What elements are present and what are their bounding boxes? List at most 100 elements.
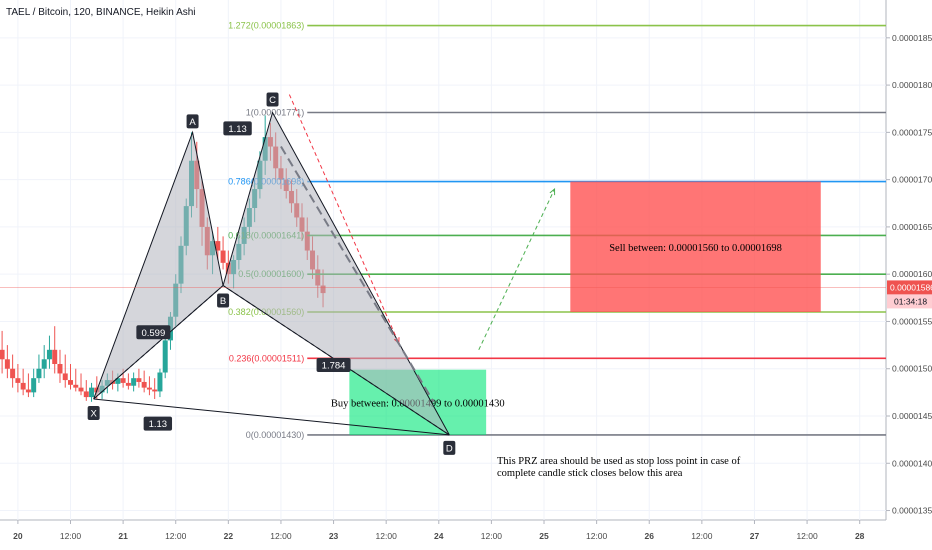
candle-body xyxy=(20,382,26,390)
fib-level-label: 0.236(0.00001511) xyxy=(229,353,304,363)
candle-body xyxy=(89,387,95,398)
x-tick-label: 20 xyxy=(13,531,23,541)
note-line-1: This PRZ area should be used as stop los… xyxy=(497,456,741,467)
pattern-xab-triangle xyxy=(93,130,224,400)
ratio-bcd-label-bg xyxy=(316,357,351,372)
candle-body xyxy=(36,368,42,379)
point-x-label: X xyxy=(90,408,97,419)
price-badge-bg xyxy=(887,280,932,295)
fib-level-label: 1.272(0.00001863) xyxy=(228,21,304,31)
x-tick-label: 24 xyxy=(434,531,444,541)
candle-body xyxy=(46,349,52,360)
fib-level-label: 1(0.00001771) xyxy=(246,108,305,118)
candle-body xyxy=(157,372,163,392)
candle-body xyxy=(62,373,68,381)
x-tick-label: 21 xyxy=(118,531,128,541)
bullish-projection-arrow xyxy=(478,188,555,351)
x-tick-label: 12:00 xyxy=(481,531,503,541)
candle-body xyxy=(136,378,142,382)
x-tick-label: 12:00 xyxy=(376,531,398,541)
point-d-label-bg xyxy=(443,440,456,455)
candle-body xyxy=(31,378,37,393)
x-tick-label: 12:00 xyxy=(165,531,187,541)
ratio-bcd-label: 1.784 xyxy=(322,360,346,371)
fib-level-label: 0(0.00001430) xyxy=(246,430,305,440)
bearish-projection-arrow xyxy=(288,94,400,344)
ratio-xad-label: 1.13 xyxy=(149,419,168,430)
x-tick-label: 12:00 xyxy=(691,531,713,541)
note-line-2: complete candle stick closes below this … xyxy=(497,468,683,479)
candle-body xyxy=(115,378,121,384)
candle-body xyxy=(57,364,63,374)
x-tick-label: 23 xyxy=(329,531,339,541)
candle-body xyxy=(10,368,16,379)
sell-zone xyxy=(570,181,821,312)
candle-body xyxy=(0,349,5,360)
point-x-label-bg xyxy=(87,405,100,420)
point-b-label: B xyxy=(220,296,226,307)
candle-body xyxy=(41,359,47,369)
y-tick-label: 0.00001350 xyxy=(892,506,932,516)
x-tick-label: 26 xyxy=(645,531,655,541)
point-a-label: A xyxy=(189,117,196,128)
x-tick-label: 22 xyxy=(224,531,234,541)
candle-body xyxy=(52,349,58,364)
chart-title: TAEL / Bitcoin, 120, BINANCE, Heikin Ash… xyxy=(6,7,196,18)
point-c-label: C xyxy=(269,95,276,106)
point-a-label-bg xyxy=(186,114,199,129)
candle-body xyxy=(215,241,221,251)
candle-body xyxy=(152,389,158,392)
sell-zone-label: Sell between: 0.00001560 to 0.00001698 xyxy=(609,243,782,254)
x-tick-label: 12:00 xyxy=(796,531,818,541)
candle-body xyxy=(125,382,131,386)
ratio-abc-label: 1.13 xyxy=(228,124,247,135)
candle-body xyxy=(73,384,79,388)
x-tick-label: 12:00 xyxy=(270,531,292,541)
price-badge-value: 0.00001586 xyxy=(890,282,932,292)
candle-body xyxy=(15,378,21,383)
candle-body xyxy=(220,250,226,263)
candle-body xyxy=(25,389,31,393)
candle-body xyxy=(131,378,137,386)
cd-projection-line xyxy=(280,146,435,403)
pattern-xd-leg xyxy=(93,398,450,436)
price-timer-value: 01:34:18 xyxy=(894,296,927,306)
ratio-xad-label-bg xyxy=(143,416,173,431)
price-timer-bg xyxy=(887,294,932,309)
ratio-abc-label-bg xyxy=(223,121,252,136)
point-c-label-bg xyxy=(266,92,279,107)
point-d-label: D xyxy=(446,443,453,454)
point-b-label-bg xyxy=(217,293,230,308)
candle-body xyxy=(83,391,89,398)
candle-body xyxy=(146,387,152,390)
x-tick-label: 25 xyxy=(539,531,549,541)
x-tick-label: 27 xyxy=(750,531,760,541)
candle-body xyxy=(162,340,168,373)
candle-body xyxy=(78,387,84,392)
candle-body xyxy=(4,359,10,369)
bullish-projection-arrow-head xyxy=(549,188,556,196)
candle-body xyxy=(68,380,74,385)
x-tick-label: 12:00 xyxy=(586,531,608,541)
x-tick-label: 28 xyxy=(855,531,865,541)
candle-body xyxy=(120,378,126,383)
candle-body xyxy=(141,381,147,388)
harmonic-pattern: X A B C D 0.599 1.13 1.784 1.13 xyxy=(87,92,556,455)
x-tick-label: 12:00 xyxy=(60,531,82,541)
ratio-xab-label-bg xyxy=(136,325,171,340)
pattern-xb-leg xyxy=(93,285,224,400)
ratio-xab-label: 0.599 xyxy=(141,328,165,339)
